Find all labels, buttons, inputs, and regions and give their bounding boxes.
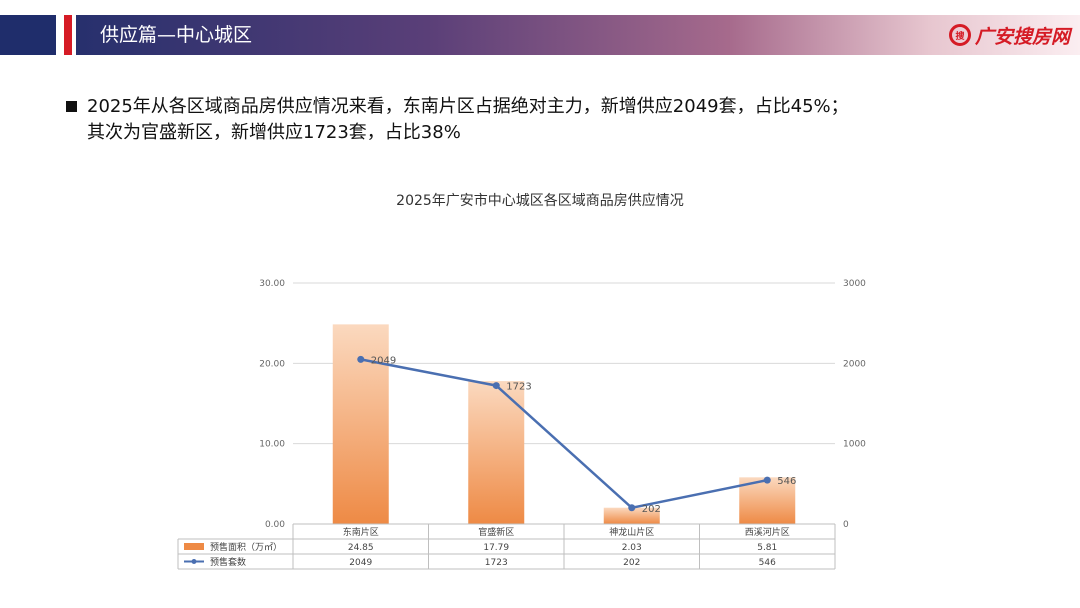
- table-cell: 202: [623, 558, 640, 568]
- bar: [603, 507, 660, 524]
- bar: [332, 324, 389, 524]
- header-gradient-band: [76, 15, 1080, 55]
- legend-line-marker: [191, 559, 197, 564]
- table-cell: 1723: [485, 558, 508, 568]
- summary-line-2: 其次为官盛新区，新增供应1723套，占比38%: [87, 122, 461, 143]
- table-cell: 24.85: [348, 543, 374, 553]
- square-bullet-icon: [66, 101, 77, 112]
- table-cell: 5.81: [757, 543, 777, 553]
- chart-title: 2025年广安市中心城区各区域商品房供应情况: [396, 193, 684, 209]
- data-label: 202: [642, 504, 661, 515]
- brand-logo: 搜 广安搜房网: [948, 19, 1070, 51]
- logo-circle-icon: 搜: [948, 24, 971, 46]
- y-left-tick-label: 0.00: [265, 520, 285, 530]
- header-bar: 供应篇—中心城区 搜 广安搜房网: [0, 15, 1080, 55]
- table-cell: 2.03: [622, 543, 642, 553]
- header-red-stripe: [64, 15, 72, 55]
- category-label: 东南片区: [343, 526, 379, 538]
- table-cell: 546: [759, 558, 776, 568]
- data-label: 546: [777, 476, 796, 487]
- table-cell: 17.79: [483, 543, 509, 553]
- y-left-tick-label: 30.00: [259, 279, 285, 289]
- data-label: 1723: [506, 382, 531, 393]
- page-title: 供应篇—中心城区: [100, 24, 253, 46]
- legend-label: 预售面积（万㎡）: [210, 541, 282, 553]
- line-point: [628, 504, 636, 512]
- line-point: [763, 476, 771, 484]
- data-label: 2049: [371, 355, 396, 366]
- logo-text: 广安搜房网: [974, 25, 1070, 48]
- y-left-tick-label: 20.00: [259, 359, 285, 369]
- summary-line-1: 2025年从各区域商品房供应情况来看，东南片区占据绝对主力，新增供应2049套，…: [87, 96, 849, 117]
- y-right-tick-label: 0: [843, 520, 849, 530]
- category-label: 官盛新区: [478, 526, 514, 538]
- table-cell: 2049: [349, 558, 372, 568]
- category-label: 神龙山片区: [609, 526, 654, 538]
- y-right-tick-label: 2000: [843, 359, 866, 369]
- line-point: [357, 355, 365, 363]
- y-right-tick-label: 3000: [843, 279, 866, 289]
- summary-text: 2025年从各区域商品房供应情况来看，东南片区占据绝对主力，新增供应2049套，…: [87, 94, 1007, 146]
- category-label: 西溪河片区: [745, 526, 790, 538]
- series-line: [360, 358, 768, 510]
- legend-label: 预售套数: [210, 556, 246, 568]
- header-navy-block: [0, 15, 56, 55]
- y-left-tick-label: 10.00: [259, 440, 285, 450]
- line-point: [492, 382, 500, 390]
- legend-bar-swatch: [184, 543, 204, 550]
- bar: [468, 381, 525, 524]
- y-right-tick-label: 1000: [843, 440, 866, 450]
